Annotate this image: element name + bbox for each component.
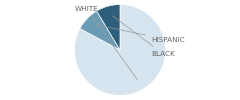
Wedge shape <box>75 4 165 95</box>
Text: HISPANIC: HISPANIC <box>96 25 185 43</box>
Text: WHITE: WHITE <box>75 6 138 80</box>
Wedge shape <box>97 4 120 50</box>
Text: BLACK: BLACK <box>113 16 175 57</box>
Wedge shape <box>80 11 120 50</box>
